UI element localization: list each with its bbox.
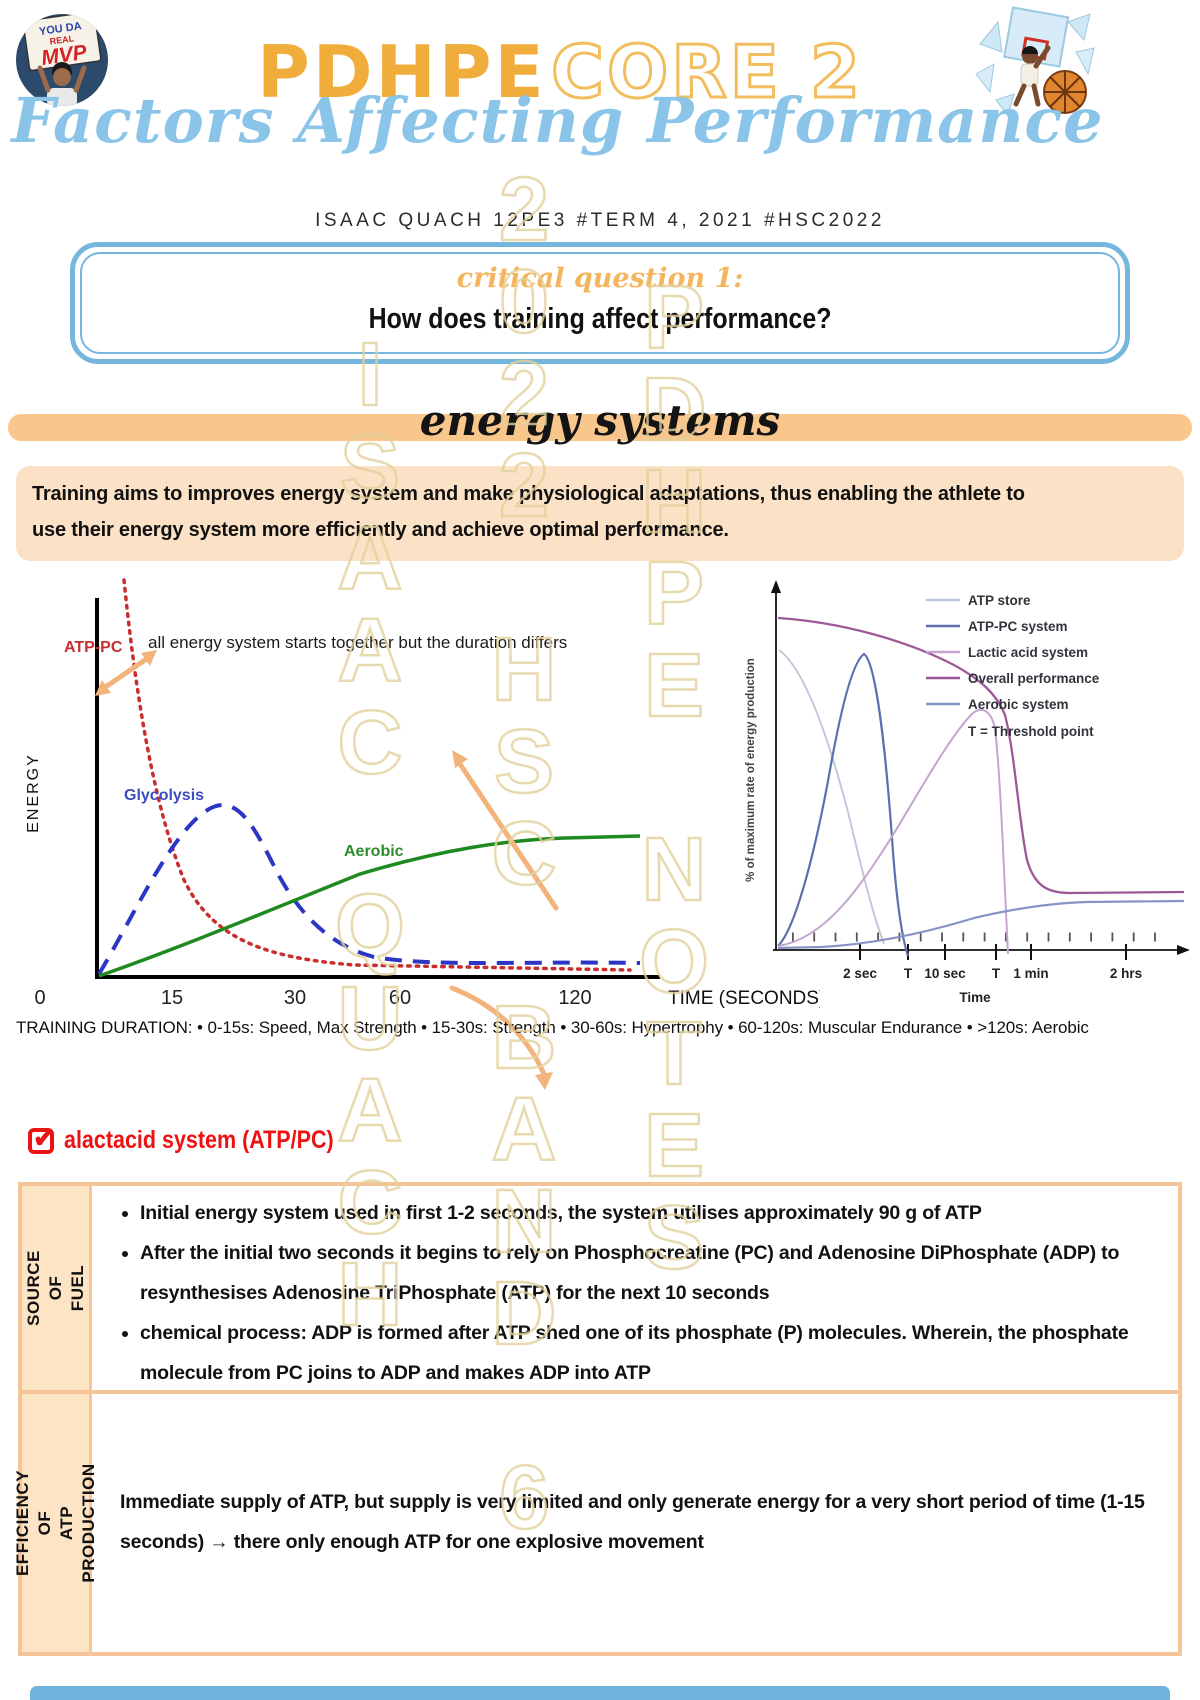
table-row-source-of-fuel: SOURCE OF FUEL Initial energy system use… [22, 1186, 1178, 1394]
x-tick-2hrs: 2 hrs [1110, 966, 1142, 981]
next-section-border [30, 1686, 1170, 1700]
label-aerobic: Aerobic [344, 843, 404, 860]
curve-lactic-acid [777, 708, 1009, 955]
curve-glycolysis [97, 803, 641, 976]
x-tick-1min: 1 min [1013, 966, 1048, 981]
x-tick-60: 60 [389, 987, 411, 1009]
x-tick-120: 120 [558, 987, 591, 1009]
curve-overall-performance [777, 616, 1185, 895]
chart-annotation: all energy system starts together but th… [148, 633, 567, 652]
intro-line-1: Training aims to improves energy system … [32, 483, 1025, 505]
row-header-text: SOURCE OF FUEL [23, 1250, 87, 1326]
table-row-efficiency: EFFICIENCY OF ATP PRODUCTION Immediate s… [12, 1394, 1178, 1652]
annotation-arrow-icon [95, 650, 157, 696]
page-title: PDHPE CORE 2 [0, 29, 1120, 116]
critical-question-text: How does training affect performance? [368, 303, 832, 335]
row-content-source-of-fuel: Initial energy system used in first 1-2 … [92, 1186, 1178, 1390]
bullet-item: chemical process: ADP is formed after AT… [140, 1314, 1158, 1394]
legend-aerobic-system: Aerobic system [968, 697, 1069, 712]
bullet-item: After the initial two seconds it begins … [140, 1234, 1158, 1314]
title-pdhpe: PDHPE [256, 30, 547, 114]
intro-line-2: use their energy system more efficiently… [32, 518, 729, 541]
legend-overall-performance: Overall performance [968, 671, 1100, 686]
x-axis-label: Time [959, 990, 991, 1005]
legend-atp-store: ATP store [968, 593, 1031, 608]
energy-systems-chart: ENERGY 0 15 30 60 120 TIME (SECONDS) ATP… [25, 578, 820, 1090]
x-tick-30: 30 [284, 987, 306, 1009]
mvp-badge-image: YOU DA REAL MVP [16, 14, 108, 106]
title-core2: CORE 2 [550, 29, 864, 116]
legend-lactic-acid: Lactic acid system [968, 645, 1088, 660]
checked-checkbox-icon: ✔ [28, 1123, 55, 1154]
row-header-source-of-fuel: SOURCE OF FUEL [22, 1186, 92, 1390]
badge-text-2: REAL [49, 33, 75, 46]
critical-question-box: critical question 1: How does training a… [70, 242, 1130, 364]
curve-atp-pc-system [777, 652, 910, 957]
section-heading-energy-systems: energy systems [419, 396, 781, 445]
efficiency-text: Immediate supply of ATP, but supply is v… [120, 1491, 1145, 1553]
energy-production-chart: % of maximum rate of energy production 2… [745, 580, 1190, 1005]
pointer-arrow-icon [452, 750, 559, 911]
x-axis-label: TIME (SECONDS) [668, 988, 820, 1009]
curve-atp-store [778, 649, 885, 945]
label-atp-pc: ATP-PC [64, 639, 123, 656]
check-glyph: ✔ [33, 1122, 55, 1153]
major-ticks [859, 944, 1127, 960]
badge-text-1: YOU DA [38, 20, 82, 38]
x-tick-t1: T [904, 966, 913, 981]
curve-atp-pc [122, 578, 632, 972]
author-subtitle: ISAAC QUACH 12PE3 #TERM 4, 2021 #HSC2022 [315, 210, 885, 231]
x-tick-15: 15 [161, 987, 183, 1009]
training-duration-line: TRAINING DURATION: • 0-15s: Speed, Max S… [16, 1018, 1089, 1037]
section-heading-bar [8, 414, 1192, 441]
bullet-item: Initial energy system used in first 1-2 … [140, 1194, 1158, 1234]
curve-aerobic-system [777, 899, 1185, 950]
alactacid-heading-text: alactacid system (ATP/PC) [64, 1126, 334, 1154]
script-title: Factors Affecting Performance [11, 84, 1104, 157]
row-header-efficiency: EFFICIENCY OF ATP PRODUCTION [12, 1394, 98, 1652]
bent-arrow-icon [449, 985, 553, 1090]
row-content-efficiency: Immediate supply of ATP, but supply is v… [92, 1394, 1178, 1652]
y-axis-label: ENERGY [25, 753, 42, 833]
x-tick-t2: T [992, 966, 1001, 981]
alactacid-heading: ✔ alactacid system (ATP/PC) [28, 1123, 378, 1155]
intro-paragraph: Training aims to improves energy system … [16, 466, 1184, 562]
x-tick-0: 0 [34, 987, 45, 1009]
chart-legend: ATP store ATP-PC system Lactic acid syst… [926, 593, 1100, 739]
row-header-text: EFFICIENCY OF ATP PRODUCTION [12, 1463, 98, 1583]
legend-threshold-note: T = Threshold point [968, 724, 1094, 739]
x-tick-10sec: 10 sec [924, 966, 966, 981]
alactacid-table: SOURCE OF FUEL Initial energy system use… [12, 1182, 1182, 1656]
y-axis-label: % of maximum rate of energy production [745, 658, 757, 882]
critical-question-inner-border [80, 252, 1120, 354]
legend-atp-pc-system: ATP-PC system [968, 619, 1068, 634]
x-tick-2sec: 2 sec [843, 966, 877, 981]
label-glycolysis: Glycolysis [124, 787, 204, 804]
critical-question-label: critical question 1: [456, 263, 744, 294]
basketball-dunk-image [975, 6, 1095, 118]
